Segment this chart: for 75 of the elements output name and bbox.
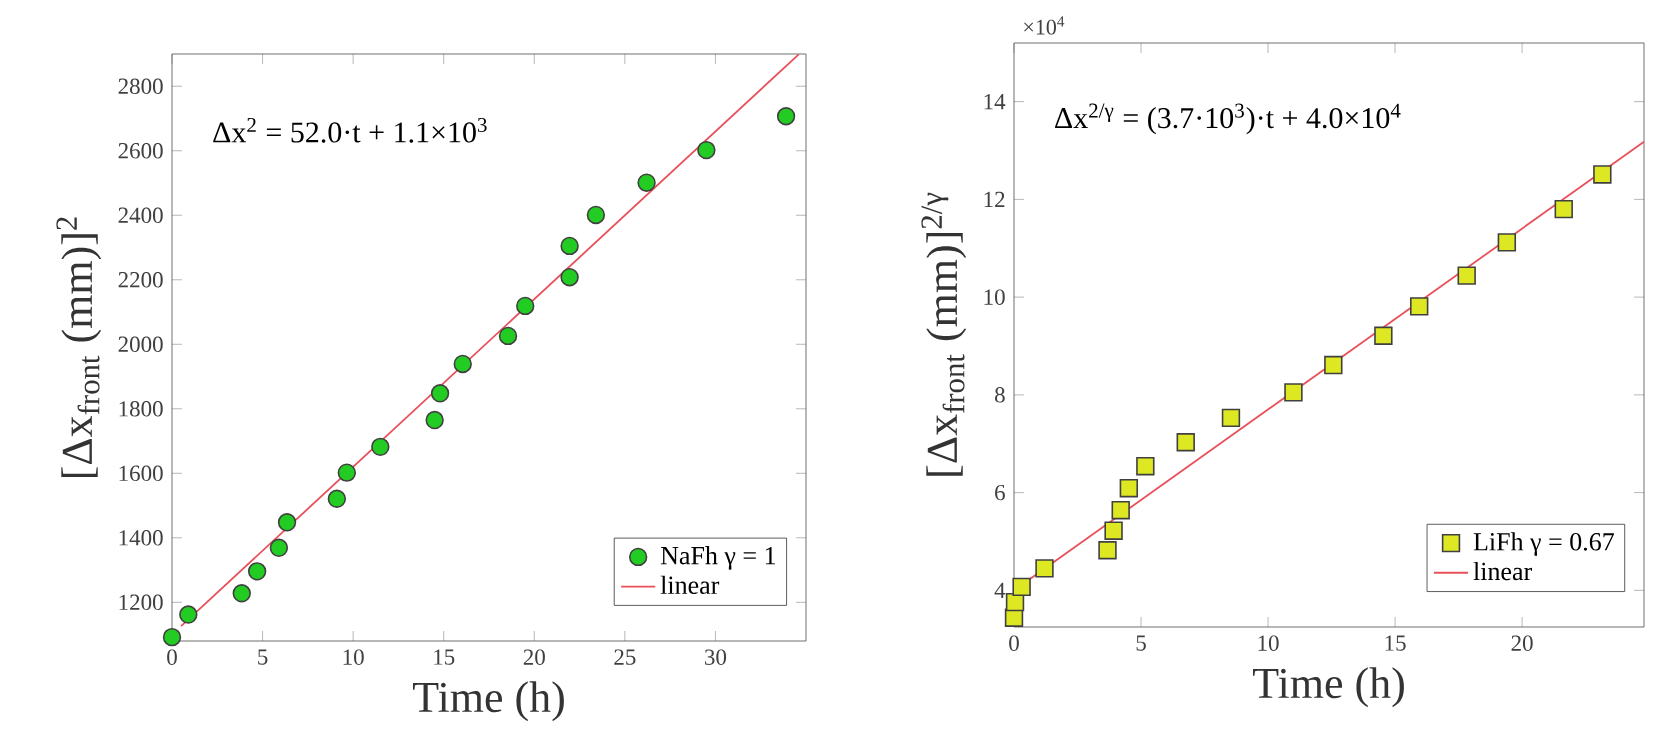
x-tick-label: 5 [1136, 635, 1146, 651]
y-tick-label: 1400 [119, 530, 163, 546]
y-tick-label: 2600 [118, 143, 163, 159]
point [637, 173, 656, 192]
point [1119, 479, 1139, 498]
x-tick-label: 10 [1258, 635, 1279, 651]
x-axis-title: Time (h) [1252, 667, 1404, 708]
x-tick-label: 15 [1385, 635, 1406, 651]
point [453, 354, 472, 374]
point [1409, 297, 1429, 316]
y-tick-label: 12 [984, 191, 1005, 207]
y-tick-label: 2400 [118, 207, 163, 224]
y-tick-label: 6 [995, 484, 1005, 501]
x-tick-label: 10 [343, 649, 364, 665]
point [1176, 433, 1195, 452]
point [232, 584, 251, 603]
point [1374, 326, 1393, 345]
x-tick-label: 30 [705, 649, 727, 665]
point [776, 107, 796, 126]
y-axis-title: [Δx$_{front}$ (mm)]$^{2/γ}$ [921, 192, 967, 476]
point [1035, 559, 1054, 578]
point [337, 463, 356, 482]
point [498, 326, 518, 346]
point [1593, 165, 1612, 184]
point [560, 236, 579, 256]
point [1098, 541, 1117, 560]
point [1012, 577, 1031, 597]
x-axis-title: Time (h) [412, 681, 564, 722]
point [1554, 199, 1573, 219]
point [560, 267, 579, 287]
point [277, 513, 297, 532]
y-tick-label: 4 [994, 582, 1006, 598]
y-tick-label: 8 [994, 387, 1005, 403]
y-tick-label: 2000 [118, 336, 163, 353]
point [371, 437, 390, 457]
point [1104, 521, 1123, 540]
y-tick-label: 14 [984, 94, 1006, 110]
legend-label: linear [1473, 561, 1532, 581]
point [247, 562, 267, 581]
y-tick-label: 1800 [119, 401, 163, 417]
x-tick-label: 5 [258, 649, 268, 665]
y-tick-label: 1200 [119, 594, 163, 611]
legend-label: LiFh γ = 0.67 [1473, 532, 1614, 556]
y-axis-title: [Δx$_{front}$ (mm)]$^{2}$ [56, 217, 102, 478]
point [586, 205, 606, 225]
x-tick-label: 20 [1511, 635, 1533, 651]
y-tick-label: 2800 [118, 78, 163, 95]
point [430, 384, 450, 403]
point [162, 627, 182, 647]
legend-label: NaFh γ = 1 [660, 546, 776, 570]
point [425, 410, 444, 430]
x-tick-label: 0 [1009, 635, 1019, 651]
point [1284, 383, 1303, 402]
point [697, 140, 716, 160]
point [327, 489, 347, 508]
x-tick-label: 15 [434, 649, 455, 665]
x-tick-label: 20 [523, 649, 545, 665]
y-tick-label: 2200 [118, 272, 163, 288]
point [1221, 408, 1241, 428]
point [1111, 501, 1130, 520]
point [269, 538, 289, 557]
y-tick-label: 10 [984, 289, 1005, 305]
point [1136, 457, 1155, 476]
legend-label: linear [660, 575, 720, 595]
point [516, 296, 535, 316]
point [1324, 355, 1343, 375]
point [179, 605, 198, 624]
x-tick-label: 25 [614, 649, 636, 665]
point [1457, 266, 1476, 285]
annotation: Δx$^{2/γ}$ = (3.7·10$^{3}$)·t + 4.0×10$^{4}$ [1055, 103, 1401, 135]
text: ×10$^{4}$ [1024, 16, 1065, 35]
y-tick-label: 1600 [119, 465, 163, 482]
x-tick-label: 0 [167, 649, 177, 665]
point [1497, 233, 1517, 252]
annotation: Δx$^{2}$ = 52.0·t + 1.1×10$^{3}$ [213, 117, 487, 143]
